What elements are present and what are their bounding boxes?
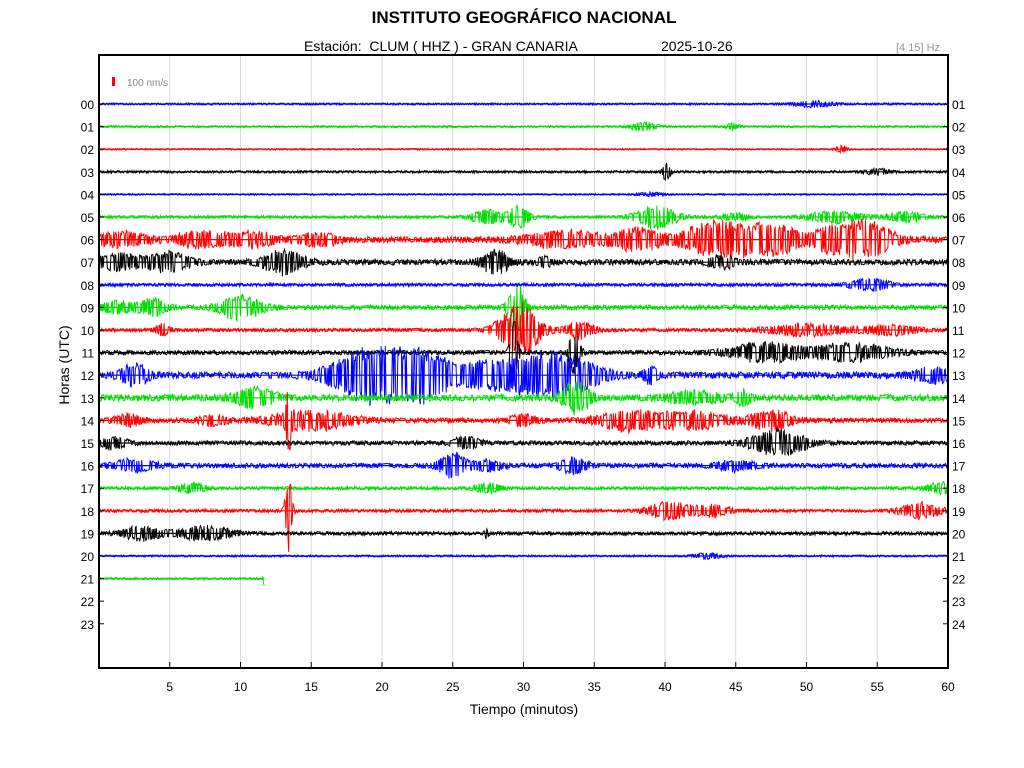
hour-label-right: 01 (952, 98, 966, 112)
hour-label-right: 14 (952, 392, 966, 406)
hour-label-right: 02 (952, 121, 966, 135)
scale-bar-label: 100 nm/s (127, 78, 168, 89)
hour-label-left: 22 (81, 595, 95, 609)
hour-label-left: 18 (81, 505, 95, 519)
x-tick-label: 30 (517, 680, 531, 694)
x-tick-label: 50 (800, 680, 814, 694)
hour-label-right: 06 (952, 211, 966, 225)
trace-hour-06 (98, 217, 948, 261)
hour-label-right: 15 (952, 414, 966, 428)
x-tick-label: 20 (375, 680, 389, 694)
hour-label-right: 13 (952, 369, 966, 383)
hour-label-right: 24 (952, 618, 966, 632)
hour-label-right: 07 (952, 234, 966, 248)
x-axis-ticks: 5 10 15 20 25 30 35 40 45 50 55 60 (166, 662, 955, 694)
hour-label-left: 08 (81, 279, 95, 293)
hour-label-right: 12 (952, 347, 966, 361)
scale-bar-marker (112, 77, 115, 86)
hour-label-left: 14 (81, 414, 95, 428)
station-info: Estación: CLUM ( HHZ ) - GRAN CANARIA (304, 38, 578, 54)
hour-label-left: 23 (81, 618, 95, 632)
hour-label-right: 11 (952, 324, 965, 338)
hour-label-right: 16 (952, 437, 966, 451)
y-axis-left-labels: 00 01 02 03 04 05 06 07 08 09 10 11 12 13 14 15 16 17 18 19… (81, 98, 104, 632)
hour-label-left: 00 (81, 98, 95, 112)
hour-label-left: 19 (81, 527, 95, 541)
hour-label-right: 20 (952, 527, 966, 541)
x-tick-label: 40 (658, 680, 672, 694)
trace-hour-19 (98, 524, 948, 542)
chart-title: INSTITUTO GEOGRÁFICO NACIONAL (371, 8, 677, 27)
trace-hour-13 (98, 381, 948, 416)
trace-hour-18 (98, 483, 948, 553)
trace-hour-05 (98, 203, 948, 230)
hour-label-right: 22 (952, 573, 966, 587)
hour-label-right: 09 (952, 279, 966, 293)
seismic-traces (98, 99, 948, 586)
trace-hour-16 (98, 451, 948, 479)
hour-label-left: 07 (81, 256, 95, 270)
hour-label-right: 08 (952, 256, 966, 270)
hour-label-left: 16 (81, 460, 95, 474)
grid-lines (169, 55, 878, 668)
hour-label-right: 05 (952, 188, 966, 202)
trace-hour-03 (98, 162, 948, 182)
hour-label-right: 19 (952, 505, 966, 519)
hour-label-left: 01 (81, 121, 95, 135)
hour-label-right: 04 (952, 166, 966, 180)
hour-label-right: 18 (952, 482, 966, 496)
y-axis-right-labels: 01 02 03 04 05 06 07 08 09 10 11 12 13 14 15 16 17 18 19 20… (943, 98, 966, 632)
date-label: 2025-10-26 (661, 38, 733, 54)
trace-hour-08 (98, 277, 948, 292)
x-tick-label: 55 (871, 680, 885, 694)
trace-hour-11 (98, 320, 948, 375)
x-axis-label: Tiempo (minutos) (470, 701, 578, 717)
trace-hour-07 (98, 247, 948, 277)
y-axis-label: Horas (UTC) (56, 325, 72, 404)
hour-label-left: 20 (81, 550, 95, 564)
x-tick-label: 5 (166, 680, 173, 694)
trace-hour-12 (98, 345, 948, 406)
hour-label-left: 15 (81, 437, 95, 451)
hour-label-right: 23 (952, 595, 966, 609)
hour-label-left: 03 (81, 166, 95, 180)
x-tick-label: 15 (305, 680, 319, 694)
x-tick-label: 60 (941, 680, 955, 694)
trace-hour-10 (98, 301, 948, 356)
hour-label-left: 12 (81, 369, 95, 383)
hour-label-left: 11 (82, 347, 95, 361)
hour-label-right: 17 (952, 460, 966, 474)
hour-label-left: 13 (81, 392, 95, 406)
x-tick-label: 10 (234, 680, 248, 694)
hour-label-left: 05 (81, 211, 95, 225)
hour-label-right: 10 (952, 301, 966, 315)
x-tick-label: 25 (446, 680, 460, 694)
hour-label-left: 06 (81, 234, 95, 248)
hour-label-left: 10 (81, 324, 95, 338)
trace-hour-21 (98, 576, 265, 586)
hour-label-left: 04 (81, 188, 95, 202)
hour-label-left: 09 (81, 301, 95, 315)
x-tick-label: 35 (588, 680, 602, 694)
hour-label-right: 21 (952, 550, 966, 564)
hour-label-left: 21 (81, 573, 95, 587)
hour-label-left: 17 (81, 482, 95, 496)
hour-label-right: 03 (952, 143, 966, 157)
hour-label-left: 02 (81, 143, 95, 157)
x-tick-label: 45 (729, 680, 743, 694)
filter-label: [4 15] Hz (896, 42, 941, 54)
